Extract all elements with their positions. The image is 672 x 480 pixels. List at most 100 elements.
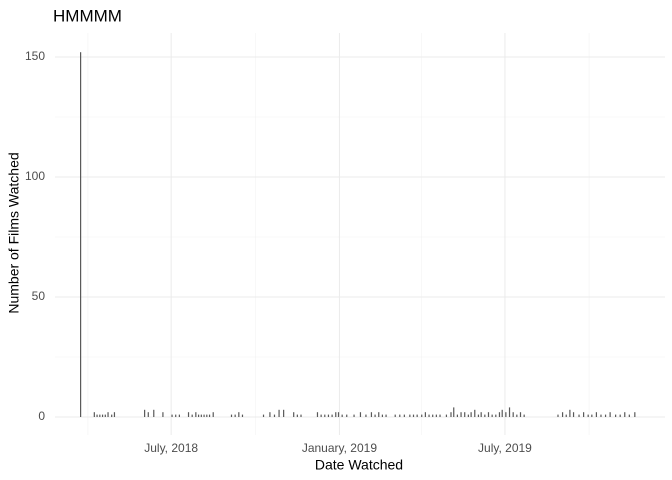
bar	[262, 414, 265, 417]
bar	[381, 414, 384, 417]
bar	[162, 412, 164, 417]
bar	[353, 414, 355, 417]
bar	[147, 412, 149, 417]
bar	[273, 414, 276, 417]
bar	[416, 414, 418, 417]
bar	[578, 414, 580, 417]
bar	[600, 414, 602, 417]
bar	[428, 414, 430, 417]
bar	[96, 414, 98, 417]
bar	[403, 414, 405, 417]
bar	[595, 412, 598, 417]
bar	[505, 412, 507, 417]
bar	[394, 414, 396, 417]
bar	[445, 414, 448, 417]
bar	[230, 414, 233, 417]
bar	[412, 414, 415, 417]
bar	[470, 412, 472, 417]
bar	[238, 412, 240, 417]
bar	[512, 412, 514, 417]
bar	[208, 414, 211, 417]
bar	[587, 414, 589, 417]
bar	[378, 412, 380, 417]
bar	[450, 412, 452, 417]
bar	[464, 412, 466, 417]
bar	[480, 412, 482, 417]
bar	[171, 414, 173, 417]
bar	[234, 414, 236, 417]
bar	[615, 414, 617, 417]
bar	[346, 414, 348, 417]
bar	[439, 414, 441, 417]
bar	[283, 409, 285, 417]
bar	[320, 414, 322, 417]
bar	[591, 414, 593, 417]
bar	[399, 414, 401, 417]
bar	[101, 414, 104, 417]
bar	[203, 414, 205, 417]
bar	[206, 414, 208, 417]
bar	[467, 414, 469, 417]
bar	[175, 414, 177, 417]
bar	[341, 414, 343, 417]
y-tick-label: 150	[25, 49, 45, 63]
bar	[212, 412, 214, 417]
bar	[195, 412, 197, 417]
bar	[296, 414, 298, 417]
x-tick-label: July, 2019	[478, 441, 532, 455]
bar	[435, 414, 437, 417]
bar	[385, 414, 387, 417]
bar	[495, 414, 497, 417]
bar	[359, 412, 362, 417]
bar	[634, 412, 636, 417]
bar	[453, 407, 455, 417]
x-tick-label: July, 2018	[144, 441, 198, 455]
bar	[508, 407, 511, 417]
y-tick-label: 50	[32, 289, 46, 303]
bar	[316, 412, 319, 417]
bar	[569, 409, 571, 417]
bar	[107, 412, 109, 417]
bar	[565, 414, 567, 417]
bar	[324, 414, 326, 417]
bar	[93, 412, 95, 417]
bar	[409, 414, 411, 417]
bar	[583, 412, 585, 417]
bar	[561, 412, 564, 417]
bar	[619, 414, 621, 417]
bar	[144, 409, 146, 417]
bar	[474, 409, 476, 417]
bar	[337, 412, 340, 417]
bar	[498, 412, 501, 417]
bar	[300, 414, 302, 417]
bar	[523, 414, 525, 417]
bar	[516, 414, 518, 417]
bar	[99, 414, 101, 417]
bar	[293, 412, 295, 417]
bar	[327, 414, 330, 417]
bar	[572, 412, 575, 417]
chart-title: HMMMM	[53, 6, 122, 25]
bar	[178, 414, 180, 417]
bar	[519, 412, 522, 417]
bar	[370, 412, 373, 417]
bar	[104, 414, 106, 417]
bar	[153, 409, 155, 417]
y-axis-title: Number of Films Watched	[6, 152, 22, 313]
bar	[80, 52, 82, 417]
bar	[501, 409, 503, 417]
bar	[331, 414, 333, 417]
bar	[456, 414, 458, 417]
bar	[365, 414, 367, 417]
bar	[624, 412, 626, 417]
bar	[424, 412, 426, 417]
bar	[241, 414, 244, 417]
bar	[278, 409, 280, 417]
bar	[374, 414, 376, 417]
x-tick-label: January, 2019	[302, 441, 377, 455]
bar	[604, 414, 607, 417]
bar	[491, 414, 493, 417]
bar	[113, 412, 116, 417]
bar	[477, 414, 480, 417]
